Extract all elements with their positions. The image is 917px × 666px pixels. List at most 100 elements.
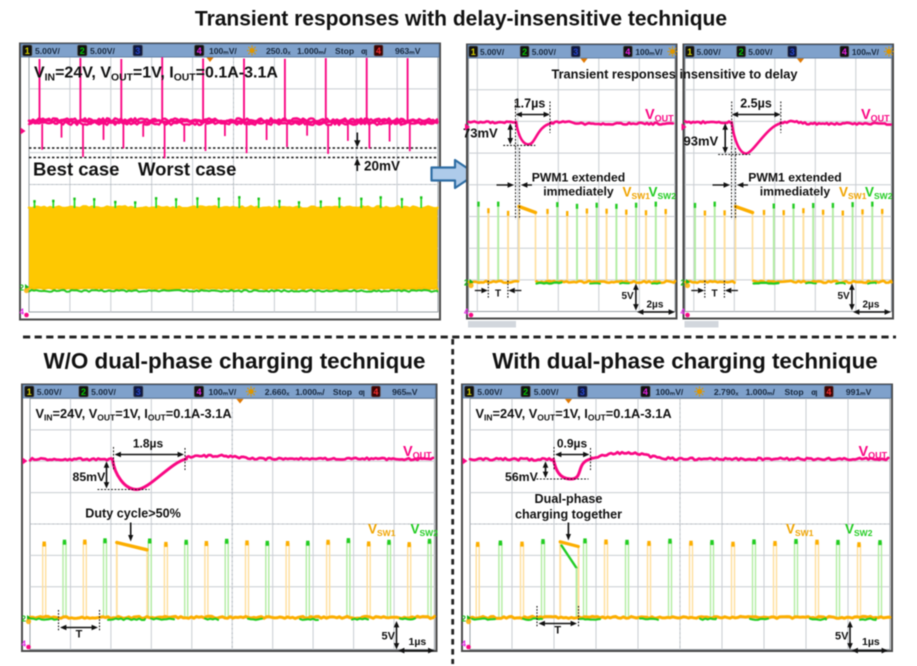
svg-text:85mV: 85mV bbox=[73, 470, 107, 484]
svg-text:963ₘV: 963ₘV bbox=[395, 46, 421, 56]
svg-text:3: 3 bbox=[135, 46, 140, 56]
svg-text:2.660ₓ: 2.660ₓ bbox=[265, 387, 291, 397]
svg-text:4: 4 bbox=[197, 46, 202, 56]
svg-text:5.00V/: 5.00V/ bbox=[91, 387, 116, 397]
svg-text:immediately: immediately bbox=[543, 185, 614, 199]
svg-text:73mV: 73mV bbox=[463, 126, 498, 141]
svg-text:3: 3 bbox=[136, 387, 141, 397]
svg-text:charging together: charging together bbox=[515, 508, 622, 522]
svg-text:4: 4 bbox=[20, 308, 25, 317]
svg-text:2µs: 2µs bbox=[647, 300, 664, 311]
svg-text:T: T bbox=[76, 629, 83, 641]
svg-text:4: 4 bbox=[22, 640, 27, 649]
svg-text:5.00V/: 5.00V/ bbox=[534, 387, 559, 397]
svg-text:Best case: Best case bbox=[33, 159, 119, 180]
svg-text:Stop: Stop bbox=[785, 387, 804, 397]
svg-text:2µs: 2µs bbox=[863, 300, 880, 311]
svg-text:PWM1 extended: PWM1 extended bbox=[532, 171, 625, 185]
svg-text:5.00V/: 5.00V/ bbox=[480, 47, 505, 57]
svg-text:Dual-phase: Dual-phase bbox=[535, 492, 603, 506]
svg-text:5.00V/: 5.00V/ bbox=[35, 46, 60, 56]
svg-text:2.5µs: 2.5µs bbox=[740, 97, 772, 111]
svg-text:Transient responses insensitiv: Transient responses insensitive to delay bbox=[551, 67, 798, 82]
svg-text:100ₘV/: 100ₘV/ bbox=[209, 387, 237, 397]
svg-text:965ₘV: 965ₘV bbox=[392, 387, 418, 397]
svg-text:1.000ₘ/: 1.000ₘ/ bbox=[295, 387, 325, 397]
svg-text:3: 3 bbox=[790, 47, 795, 57]
svg-text:1µs: 1µs bbox=[409, 636, 427, 648]
svg-text:250.0ₓ: 250.0ₓ bbox=[266, 46, 292, 56]
svg-text:1: 1 bbox=[27, 387, 32, 397]
svg-text:5.00V/: 5.00V/ bbox=[748, 47, 773, 57]
svg-text:Stop: Stop bbox=[335, 46, 354, 56]
svg-text:ƣ: ƣ bbox=[359, 387, 365, 397]
svg-text:Duty cycle>50%: Duty cycle>50% bbox=[85, 507, 181, 521]
svg-text:5.00V/: 5.00V/ bbox=[477, 387, 502, 397]
svg-text:T: T bbox=[554, 625, 561, 637]
svg-text:2: 2 bbox=[464, 279, 469, 288]
svg-text:2: 2 bbox=[681, 279, 686, 288]
svg-text:4: 4 bbox=[464, 308, 469, 317]
svg-text:1µs: 1µs bbox=[862, 636, 880, 648]
svg-text:2: 2 bbox=[81, 387, 86, 397]
svg-text:2: 2 bbox=[22, 615, 27, 624]
svg-text:4: 4 bbox=[826, 387, 831, 397]
svg-text:W/O dual-phase charging techni: W/O dual-phase charging technique bbox=[44, 349, 426, 374]
svg-text:2: 2 bbox=[80, 46, 85, 56]
svg-text:2.790ₓ: 2.790ₓ bbox=[714, 387, 740, 397]
svg-text:Stop: Stop bbox=[333, 387, 352, 397]
svg-text:4: 4 bbox=[643, 387, 648, 397]
svg-text:991ₘV: 991ₘV bbox=[846, 387, 872, 397]
svg-text:3: 3 bbox=[580, 387, 585, 397]
svg-text:1: 1 bbox=[471, 47, 476, 57]
svg-text:2: 2 bbox=[739, 47, 744, 57]
svg-text:T: T bbox=[495, 289, 501, 300]
svg-text:5.00V/: 5.00V/ bbox=[532, 47, 557, 57]
svg-text:3: 3 bbox=[573, 47, 578, 57]
svg-text:immediately: immediately bbox=[760, 185, 831, 199]
svg-text:4: 4 bbox=[625, 47, 630, 57]
svg-text:PWM1 extended: PWM1 extended bbox=[748, 171, 841, 185]
svg-text:VIN=24V, VOUT=1V, IOUT=0.1A-3.: VIN=24V, VOUT=1V, IOUT=0.1A-3.1A bbox=[34, 65, 278, 84]
svg-text:20mV: 20mV bbox=[364, 159, 400, 174]
svg-text:4: 4 bbox=[462, 640, 467, 649]
svg-text:100ₘV/: 100ₘV/ bbox=[209, 46, 237, 56]
svg-text:VIN=24V, VOUT=1V, IOUT=0.1A-3.: VIN=24V, VOUT=1V, IOUT=0.1A-3.1A bbox=[36, 406, 232, 422]
svg-text:5V: 5V bbox=[622, 291, 635, 302]
svg-text:1: 1 bbox=[25, 46, 30, 56]
svg-text:5V: 5V bbox=[382, 631, 396, 643]
svg-text:5V: 5V bbox=[838, 291, 851, 302]
svg-text:2: 2 bbox=[20, 284, 25, 293]
svg-text:1: 1 bbox=[467, 387, 472, 397]
svg-text:2: 2 bbox=[462, 615, 467, 624]
svg-text:ƣ: ƣ bbox=[361, 46, 367, 56]
svg-text:100ₘV/: 100ₘV/ bbox=[635, 47, 663, 57]
svg-text:100ₘV/: 100ₘV/ bbox=[656, 387, 684, 397]
svg-text:4: 4 bbox=[376, 46, 381, 56]
svg-text:Worst case: Worst case bbox=[138, 159, 236, 180]
svg-text:93mV: 93mV bbox=[684, 134, 719, 149]
svg-text:2: 2 bbox=[523, 387, 528, 397]
svg-text:56mV: 56mV bbox=[505, 470, 539, 484]
svg-text:T: T bbox=[712, 289, 718, 300]
svg-text:5V: 5V bbox=[835, 631, 849, 643]
svg-text:1.000ₘ/: 1.000ₘ/ bbox=[297, 46, 327, 56]
svg-text:5.00V/: 5.00V/ bbox=[90, 46, 115, 56]
svg-text:4: 4 bbox=[842, 47, 847, 57]
svg-text:5.00V/: 5.00V/ bbox=[697, 47, 722, 57]
svg-text:4: 4 bbox=[196, 387, 201, 397]
svg-text:ƣ: ƣ bbox=[811, 387, 817, 397]
svg-text:4: 4 bbox=[373, 387, 378, 397]
svg-text:4: 4 bbox=[681, 308, 686, 317]
svg-text:1.000ₘ/: 1.000ₘ/ bbox=[746, 387, 776, 397]
svg-text:5.00V/: 5.00V/ bbox=[37, 387, 62, 397]
svg-text:Transient responses with delay: Transient responses with delay-insensiti… bbox=[195, 8, 727, 31]
svg-text:2: 2 bbox=[522, 47, 527, 57]
svg-text:1: 1 bbox=[687, 47, 692, 57]
svg-text:1.8µs: 1.8µs bbox=[133, 437, 164, 451]
svg-text:1.7µs: 1.7µs bbox=[514, 97, 546, 111]
svg-text:0.9µs: 0.9µs bbox=[557, 437, 588, 451]
svg-text:100ₘV/: 100ₘV/ bbox=[852, 47, 880, 57]
svg-text:With dual-phase charging techn: With dual-phase charging technique bbox=[492, 349, 877, 374]
svg-text:VIN=24V, VOUT=1V, IOUT=0.1A-3.: VIN=24V, VOUT=1V, IOUT=0.1A-3.1A bbox=[476, 406, 672, 422]
